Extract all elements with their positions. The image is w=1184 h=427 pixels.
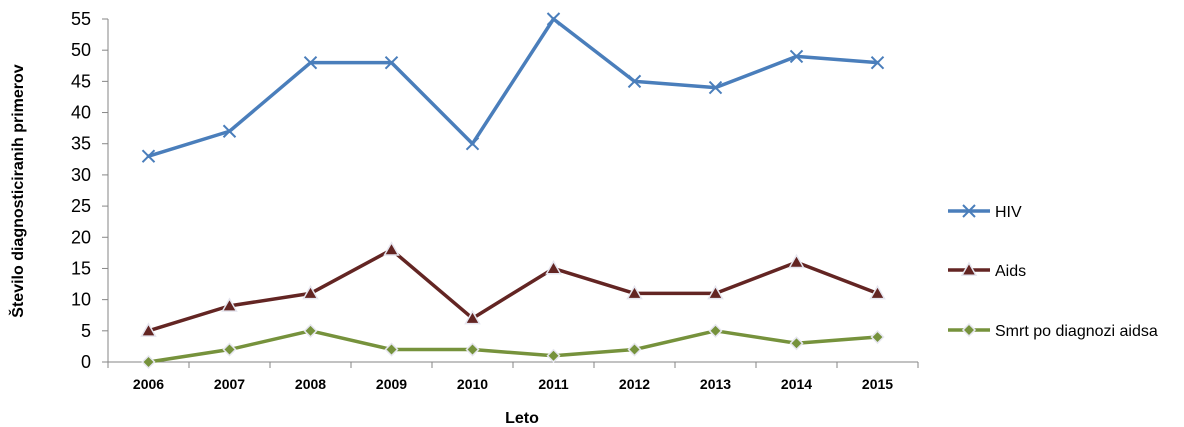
y-tick-label: 45 <box>71 71 91 91</box>
data-point <box>465 137 480 151</box>
y-tick-label: 40 <box>71 103 91 123</box>
y-tick-label: 55 <box>71 9 91 29</box>
data-point <box>303 55 318 70</box>
x-tick-label: 2012 <box>619 376 650 392</box>
data-point <box>870 55 885 70</box>
data-point <box>302 284 319 300</box>
legend-label: HIV <box>995 204 1022 221</box>
x-tick-label: 2010 <box>457 376 488 392</box>
data-point <box>627 74 642 89</box>
data-point <box>789 49 804 64</box>
data-point <box>464 309 481 325</box>
x-tick-label: 2013 <box>700 376 731 392</box>
data-point <box>303 323 318 338</box>
data-point <box>383 241 400 256</box>
y-tick-label: 15 <box>71 258 91 278</box>
data-point <box>141 354 156 370</box>
data-point <box>221 297 238 312</box>
x-tick-label: 2009 <box>376 376 407 392</box>
y-tick-label: 50 <box>71 40 91 60</box>
data-point <box>870 329 885 345</box>
x-tick-label: 2008 <box>295 376 326 392</box>
data-point <box>962 204 976 218</box>
x-tick-label: 2006 <box>133 376 164 392</box>
data-point <box>789 336 804 351</box>
y-tick-labels: 0 5 10 15 20 25 30 35 40 45 50 55 <box>71 9 91 372</box>
legend: HIV Aids Smrt po diagnozi aidsa <box>948 204 1158 340</box>
legend-label: Smrt po diagnozi aidsa <box>995 323 1158 340</box>
legend-label: Aids <box>995 263 1026 280</box>
y-tick-label: 20 <box>71 227 91 247</box>
data-point <box>140 322 157 337</box>
x-tick-label: 2011 <box>538 376 569 392</box>
legend-item: Aids <box>948 261 1026 280</box>
data-point <box>707 284 724 300</box>
x-tick-label: 2015 <box>862 376 893 392</box>
y-axis-label-box: Število diagnosticiranih primerov <box>4 18 34 363</box>
data-point <box>960 261 978 276</box>
series-hiv <box>141 12 885 163</box>
series-group <box>140 12 886 370</box>
data-point <box>869 284 886 300</box>
data-point <box>788 253 805 269</box>
data-point <box>222 124 237 138</box>
series-line <box>146 247 880 333</box>
data-point <box>222 342 237 357</box>
data-point <box>546 348 561 363</box>
series-aids <box>140 241 886 337</box>
y-tick-label: 10 <box>71 290 91 310</box>
y-tick-label: 30 <box>71 165 91 185</box>
data-point <box>384 55 399 70</box>
data-point <box>384 342 399 357</box>
data-point <box>545 259 562 275</box>
y-tick-label: 35 <box>71 134 91 154</box>
x-tick-label: 2014 <box>781 376 812 392</box>
series-line <box>146 329 880 364</box>
data-point <box>546 12 561 26</box>
x-tick-labels: 2006 2007 2008 2009 2010 2011 2012 2013 2014 2015 <box>133 376 893 392</box>
data-point <box>141 149 156 163</box>
axes <box>102 18 919 368</box>
series-smrt-po-diagnozi-aidsa <box>141 323 885 370</box>
data-point <box>465 342 480 357</box>
y-axis-label: Število diagnosticiranih primerov <box>10 63 27 318</box>
series-line <box>146 17 880 158</box>
data-point <box>626 284 643 300</box>
data-point <box>627 342 642 357</box>
x-tick-label: 2007 <box>214 376 245 392</box>
data-point <box>708 80 723 95</box>
x-axis-label: Leto <box>505 410 539 427</box>
y-tick-label: 5 <box>81 321 91 341</box>
legend-item: HIV <box>948 204 1022 221</box>
y-tick-label: 0 <box>81 352 91 372</box>
data-point <box>708 323 723 338</box>
y-tick-label: 25 <box>71 196 91 216</box>
data-point <box>961 322 977 338</box>
legend-item: Smrt po diagnozi aidsa <box>948 322 1158 340</box>
